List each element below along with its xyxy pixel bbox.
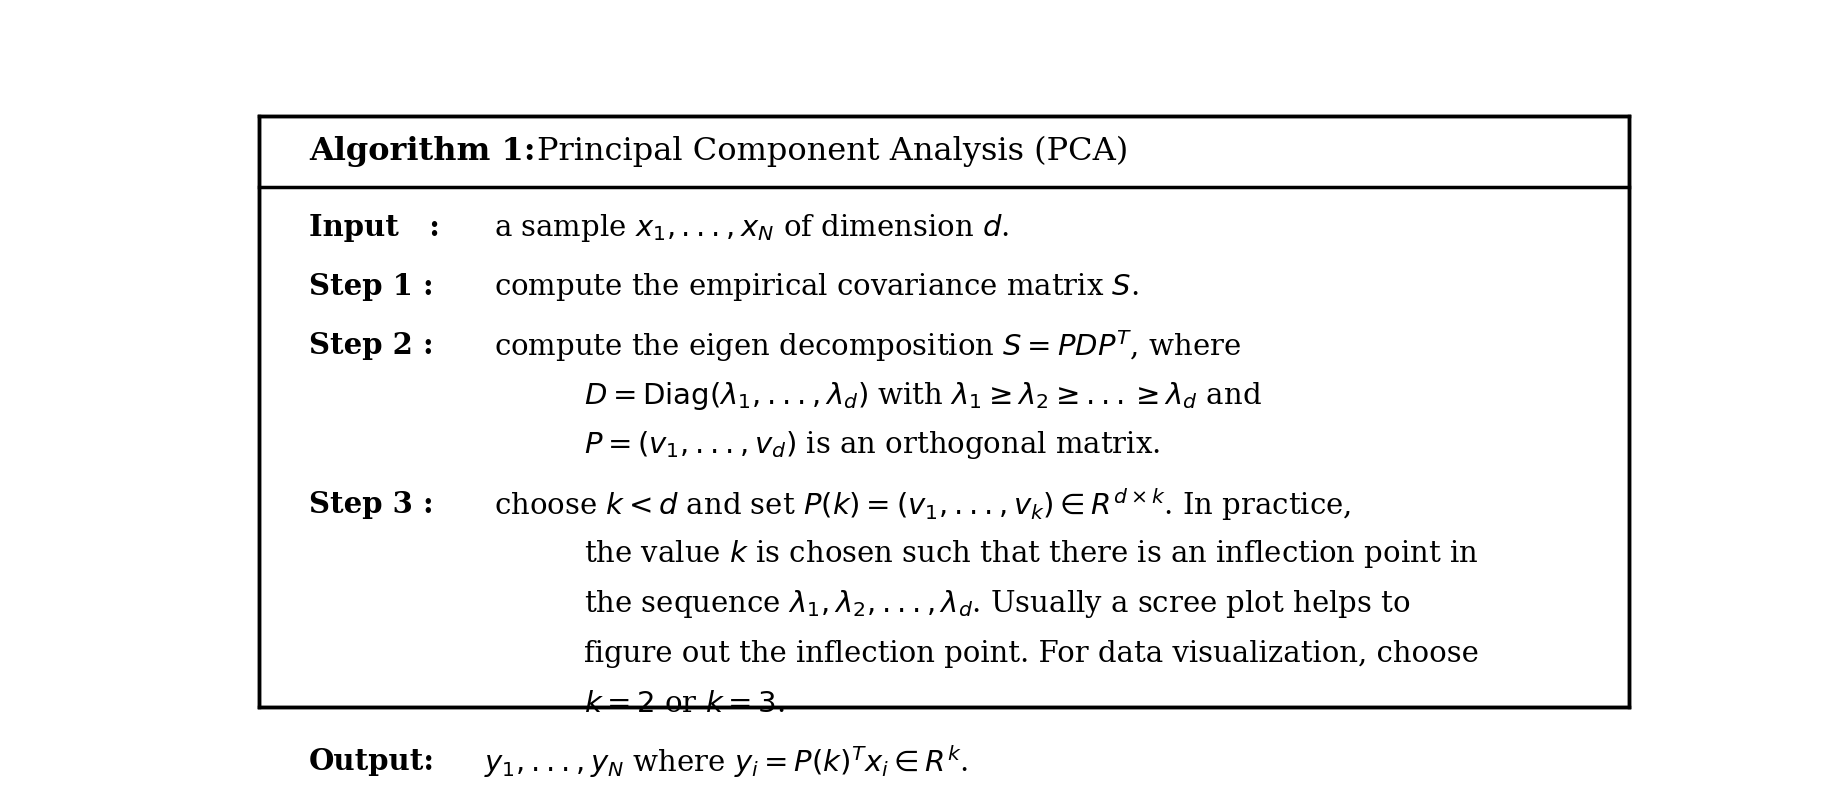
Text: a sample $x_1, ..., x_N$ of dimension $d$.: a sample $x_1, ..., x_N$ of dimension $d…	[494, 212, 1009, 244]
Text: choose $k < d$ and set $P(k) = (v_1, ..., v_k) \in R^{d \times k}$. In practice,: choose $k < d$ and set $P(k) = (v_1, ...…	[494, 486, 1352, 523]
Text: compute the empirical covariance matrix $S$.: compute the empirical covariance matrix …	[494, 271, 1138, 303]
Text: Step 1 :: Step 1 :	[309, 272, 433, 301]
Text: Step 2 :: Step 2 :	[309, 331, 433, 360]
Text: $y_1, ..., y_N$ where $y_i = P(k)^T x_i \in R^k$.: $y_1, ..., y_N$ where $y_i = P(k)^T x_i …	[484, 743, 969, 780]
Text: $P = (v_1, ..., v_d)$ is an orthogonal matrix.: $P = (v_1, ..., v_d)$ is an orthogonal m…	[584, 429, 1160, 461]
Text: $k = 2$ or $k = 3$.: $k = 2$ or $k = 3$.	[584, 689, 785, 718]
Text: Step 3 :: Step 3 :	[309, 490, 433, 519]
Text: Principal Component Analysis (PCA): Principal Component Analysis (PCA)	[538, 136, 1129, 166]
Bar	[258, 116, 1628, 707]
Text: Algorithm 1:: Algorithm 1:	[309, 136, 536, 166]
Text: Output:: Output:	[309, 747, 435, 776]
Text: figure out the inflection point. For data visualization, choose: figure out the inflection point. For dat…	[584, 640, 1479, 667]
Text: compute the eigen decomposition $S = PDP^T$, where: compute the eigen decomposition $S = PDP…	[494, 328, 1242, 364]
Text: $D = \mathrm{Diag}(\lambda_1, ..., \lambda_d)$ with $\lambda_1 \geq \lambda_2 \g: $D = \mathrm{Diag}(\lambda_1, ..., \lamb…	[584, 380, 1262, 411]
Text: Input   :: Input :	[309, 213, 440, 242]
Text: the sequence $\lambda_1, \lambda_2, ..., \lambda_d$. Usually a scree plot helps : the sequence $\lambda_1, \lambda_2, ...,…	[584, 588, 1411, 620]
Text: the value $k$ is chosen such that there is an inflection point in: the value $k$ is chosen such that there …	[584, 538, 1479, 570]
